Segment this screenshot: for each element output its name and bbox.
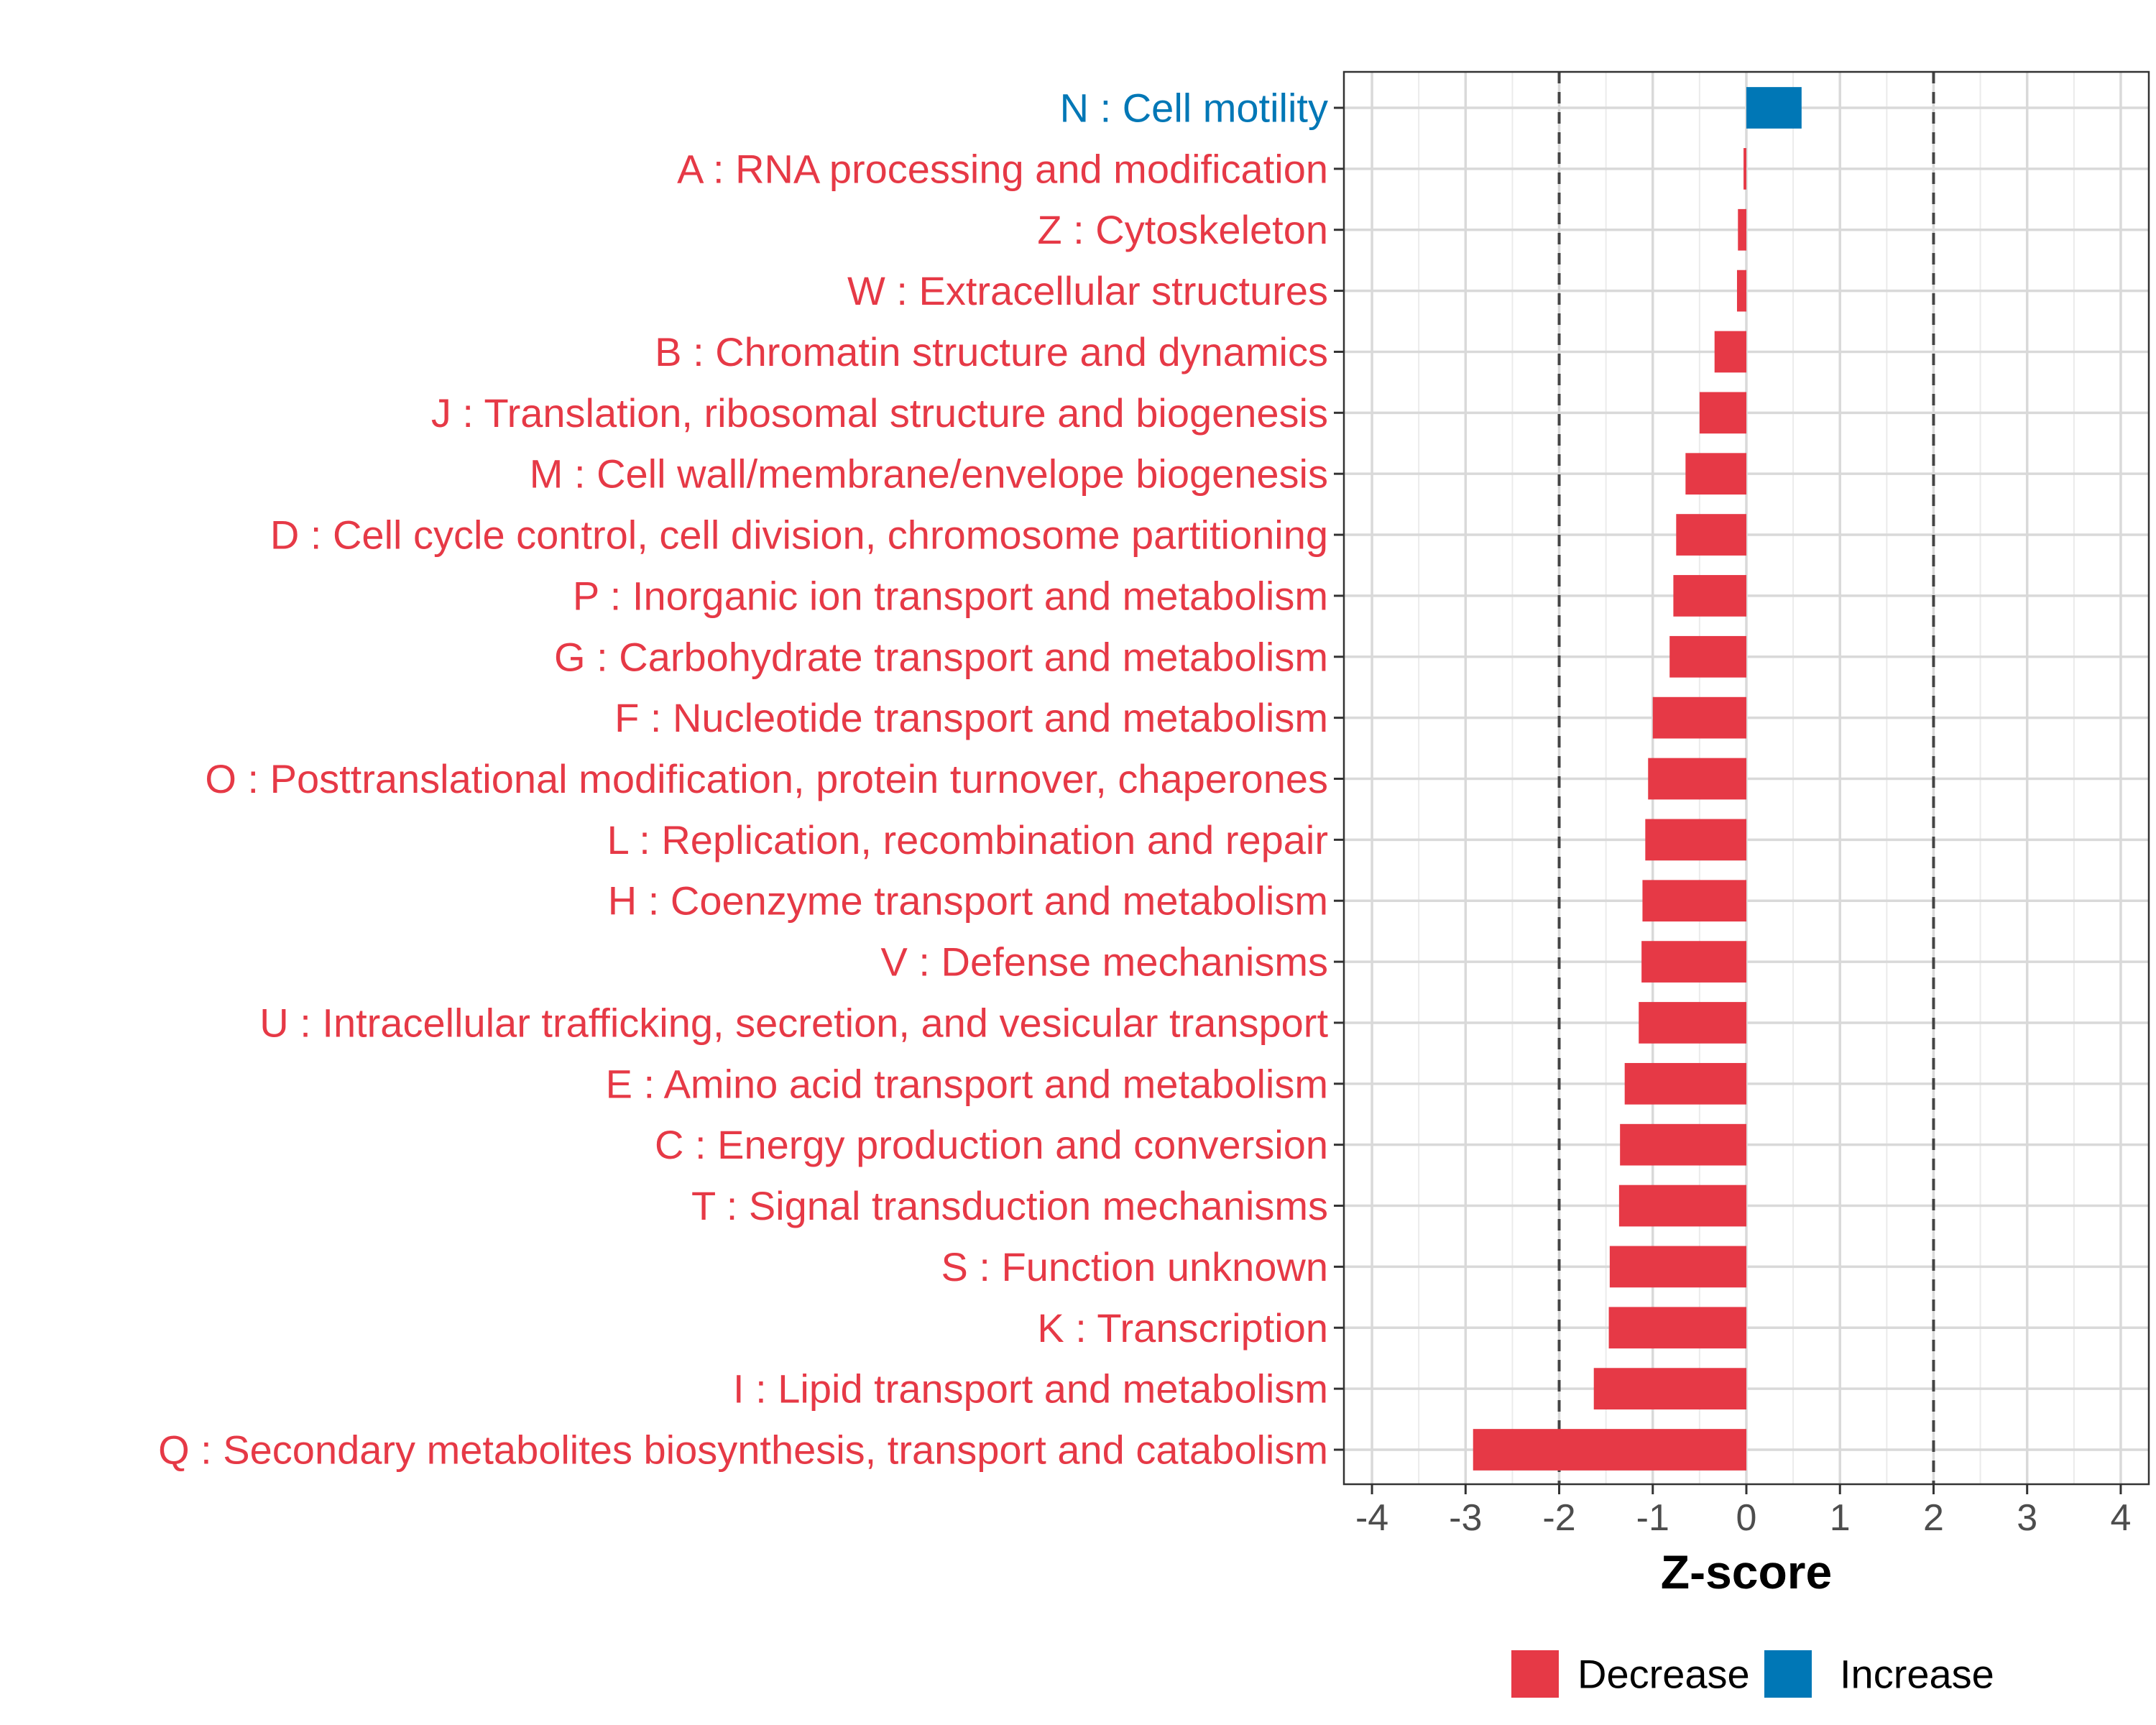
category-label: H : Coenzyme transport and metabolism <box>608 878 1328 924</box>
category-label: E : Amino acid transport and metabolism <box>606 1061 1328 1106</box>
category-label: M : Cell wall/membrane/envelope biogenes… <box>530 451 1328 497</box>
bar <box>1652 696 1746 739</box>
bar <box>1736 270 1746 312</box>
bars <box>1473 87 1802 1471</box>
legend-swatch <box>1764 1650 1812 1698</box>
category-label: L : Replication, recombination and repai… <box>607 817 1328 862</box>
bar <box>1609 1246 1746 1288</box>
x-tick-label: -4 <box>1355 1497 1388 1539</box>
x-axis-title: Z-score <box>1661 1545 1832 1598</box>
bar <box>1669 635 1746 678</box>
x-tick-label: -3 <box>1449 1497 1482 1539</box>
bar <box>1699 392 1746 434</box>
legend-label: Increase <box>1840 1652 1994 1697</box>
x-tick-label: 0 <box>1736 1497 1757 1539</box>
legend-swatch <box>1511 1650 1559 1698</box>
x-tick-label: 4 <box>2110 1497 2131 1539</box>
x-tick-label: 2 <box>1923 1497 1944 1539</box>
bar <box>1618 1184 1746 1227</box>
category-label: J : Translation, ribosomal structure and… <box>431 390 1328 436</box>
category-label: K : Transcription <box>1037 1305 1328 1351</box>
bar <box>1648 758 1746 800</box>
bar <box>1714 331 1746 373</box>
bar <box>1620 1123 1746 1166</box>
category-label: Q : Secondary metabolites biosynthesis, … <box>158 1427 1328 1473</box>
category-label: B : Chromatin structure and dynamics <box>655 329 1328 374</box>
category-label: C : Energy production and conversion <box>655 1122 1328 1167</box>
category-label: A : RNA processing and modification <box>677 146 1328 191</box>
x-tick-label: 3 <box>2017 1497 2037 1539</box>
category-label: G : Carbohydrate transport and metabolis… <box>554 634 1328 679</box>
bar <box>1676 514 1746 556</box>
x-tick-label: -1 <box>1636 1497 1669 1539</box>
category-label: T : Signal transduction mechanisms <box>691 1183 1328 1228</box>
bar <box>1645 819 1746 861</box>
category-label: S : Function unknown <box>941 1244 1328 1289</box>
bar <box>1641 941 1746 983</box>
bar <box>1746 87 1802 129</box>
bar <box>1673 575 1746 617</box>
reference-lines <box>1557 72 1935 1484</box>
bar <box>1473 1429 1746 1471</box>
bar <box>1738 208 1746 251</box>
category-label: W : Extracellular structures <box>847 268 1328 313</box>
bar <box>1593 1368 1746 1409</box>
category-label: O : Posttranslational modification, prot… <box>205 756 1328 801</box>
legend: Decrease Increase <box>1511 1650 1994 1698</box>
category-label: N : Cell motility <box>1060 86 1328 131</box>
bar <box>1685 453 1746 495</box>
bar <box>1624 1062 1746 1105</box>
x-tick-label: 1 <box>1830 1497 1851 1539</box>
category-label: V : Defense mechanisms <box>881 939 1328 985</box>
x-axis: -4 -3 -2 -1 0 1 2 3 4 <box>1355 1484 2131 1539</box>
category-label: D : Cell cycle control, cell division, c… <box>270 512 1328 558</box>
category-label: P : Inorganic ion transport and metaboli… <box>573 573 1328 618</box>
bar <box>1743 148 1746 190</box>
bar <box>1639 1002 1746 1044</box>
category-label: Z : Cytoskeleton <box>1037 207 1328 252</box>
legend-label: Decrease <box>1577 1652 1750 1697</box>
x-tick-label: -2 <box>1542 1497 1575 1539</box>
bar <box>1642 880 1746 922</box>
bar <box>1608 1307 1746 1349</box>
category-labels: N : Cell motility A : RNA processing and … <box>158 86 1344 1473</box>
category-label: U : Intracellular trafficking, secretion… <box>259 1000 1328 1045</box>
category-label: F : Nucleotide transport and metabolism <box>614 695 1328 740</box>
category-label: I : Lipid transport and metabolism <box>733 1366 1328 1412</box>
